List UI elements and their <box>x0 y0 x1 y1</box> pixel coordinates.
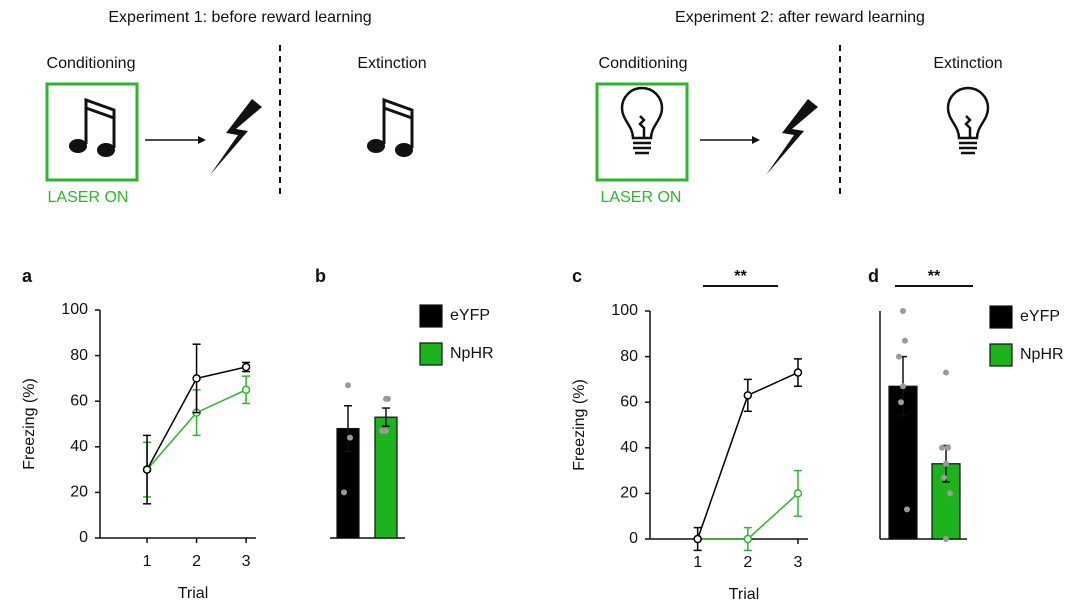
y-axis-label: Freezing (%) <box>571 379 588 471</box>
y-tick-label: 60 <box>620 393 638 410</box>
x-tick-label: 2 <box>192 553 201 570</box>
individual-point <box>939 444 945 451</box>
phase-label: Extinction <box>933 55 1002 72</box>
individual-point <box>902 337 908 344</box>
y-tick-label: 0 <box>79 529 88 546</box>
laser-box <box>45 82 139 182</box>
individual-point <box>341 489 347 496</box>
y-tick-label: 80 <box>620 348 638 365</box>
phase-label: Extinction <box>357 55 426 72</box>
individual-point <box>900 383 906 390</box>
x-tick-label: 1 <box>693 554 702 571</box>
individual-point <box>904 506 910 513</box>
panel-letter: d <box>868 266 879 286</box>
experiment-2-diagram: Experiment 2: after reward learning Cond… <box>595 9 1003 206</box>
legend-label: eYFP <box>1020 308 1060 325</box>
y-tick-label: 100 <box>611 302 638 319</box>
shock-icon <box>766 99 818 175</box>
experiment-title: Experiment 1: before reward learning <box>108 9 371 26</box>
individual-point <box>383 427 389 434</box>
y-axis-label: Freezing (%) <box>21 378 38 470</box>
experiment-1-diagram: Experiment 1: before reward learning Con… <box>45 9 427 206</box>
laser-box <box>595 82 689 182</box>
x-tick-label: 2 <box>743 554 752 571</box>
legend-label: eYFP <box>450 307 490 324</box>
tone-icon <box>67 98 117 159</box>
laser-label: LASER ON <box>48 189 129 206</box>
individual-point <box>941 474 947 481</box>
legend-swatch <box>989 305 1013 329</box>
individual-point <box>943 536 949 542</box>
y-tick-label: 60 <box>70 392 88 409</box>
tone-icon <box>365 98 415 159</box>
x-axis-label: Trial <box>178 585 209 602</box>
legend-swatch <box>989 343 1013 367</box>
data-point <box>743 534 753 544</box>
legend-label: NpHR <box>1020 346 1064 363</box>
panel-letter: a <box>22 266 33 286</box>
y-tick-label: 20 <box>70 484 88 501</box>
arrow-head <box>198 136 206 144</box>
x-axis-label: Trial <box>729 586 760 603</box>
individual-point <box>900 308 906 314</box>
individual-point <box>947 490 953 497</box>
individual-point <box>945 444 951 451</box>
x-tick-label: 3 <box>242 553 251 570</box>
data-point <box>743 391 753 400</box>
y-tick-label: 40 <box>620 439 638 456</box>
y-tick-label: 20 <box>620 485 638 502</box>
significance-label: ** <box>928 268 941 285</box>
bar <box>374 416 398 539</box>
panel-letter: c <box>572 266 582 286</box>
arrow-head <box>752 136 760 144</box>
significance-label: ** <box>734 268 747 285</box>
individual-point <box>347 434 353 441</box>
light-icon <box>620 86 664 155</box>
individual-point <box>898 399 904 406</box>
y-tick-label: 80 <box>70 347 88 364</box>
legend-label: NpHR <box>450 345 494 362</box>
x-tick-label: 3 <box>794 554 803 571</box>
laser-label: LASER ON <box>601 189 682 206</box>
light-icon <box>946 86 990 155</box>
legend-swatch <box>419 304 443 328</box>
data-point <box>793 489 803 498</box>
data-point <box>142 465 152 474</box>
y-tick-label: 0 <box>629 530 638 547</box>
data-point <box>241 385 251 395</box>
data-point <box>793 368 803 377</box>
data-point <box>192 374 201 383</box>
y-tick-label: 40 <box>70 438 88 455</box>
individual-point <box>896 353 902 360</box>
data-point <box>241 362 251 372</box>
shock-icon <box>210 99 262 175</box>
individual-point <box>943 369 949 376</box>
phase-label: Conditioning <box>47 55 136 72</box>
individual-point <box>385 395 391 402</box>
y-tick-label: 100 <box>61 301 88 318</box>
x-tick-label: 1 <box>143 553 152 570</box>
individual-point <box>943 460 949 467</box>
legend-swatch <box>419 342 443 366</box>
panel-letter: b <box>315 266 326 286</box>
individual-point <box>345 382 351 389</box>
data-point <box>693 534 702 544</box>
experiment-title: Experiment 2: after reward learning <box>675 9 925 26</box>
phase-label: Conditioning <box>599 55 688 72</box>
